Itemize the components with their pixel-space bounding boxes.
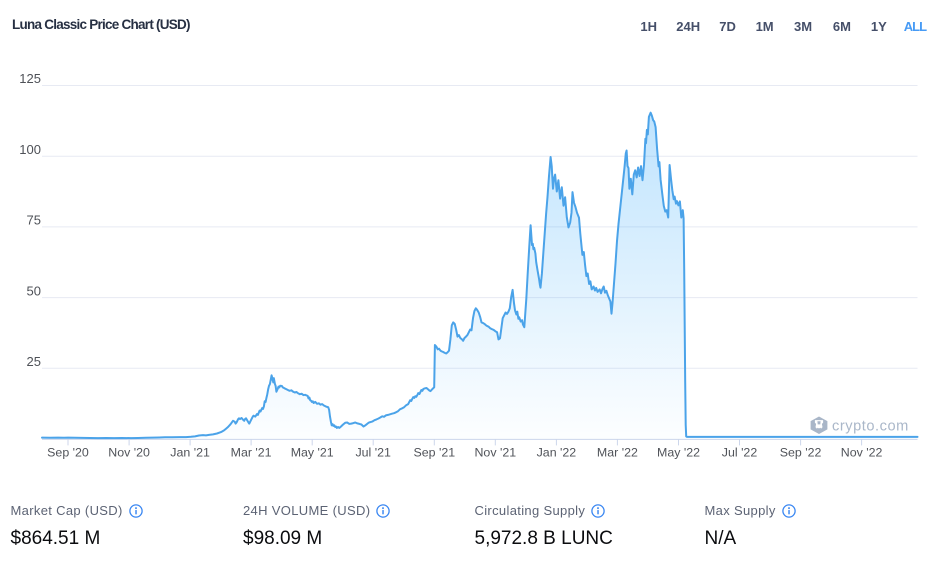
svg-text:Mar '21: Mar '21 [231,446,272,460]
svg-text:Nov '22: Nov '22 [841,446,883,460]
svg-text:May '22: May '22 [657,446,700,460]
svg-text:50: 50 [27,283,41,298]
svg-text:Jul '22: Jul '22 [722,446,758,460]
svg-text:25: 25 [27,354,41,369]
svg-text:Sep '20: Sep '20 [47,446,89,460]
svg-text:125: 125 [19,71,41,86]
svg-text:Nov '21: Nov '21 [474,446,516,460]
svg-text:100: 100 [19,142,41,157]
svg-text:Jul '21: Jul '21 [355,446,391,460]
svg-text:Sep '22: Sep '22 [780,446,822,460]
svg-text:crypto.com: crypto.com [832,419,909,435]
svg-text:Jan '22: Jan '22 [537,446,577,460]
svg-text:Nov '20: Nov '20 [108,446,150,460]
svg-text:Mar '22: Mar '22 [597,446,638,460]
svg-text:May '21: May '21 [291,446,334,460]
svg-text:Jan '21: Jan '21 [170,446,210,460]
svg-text:Sep '21: Sep '21 [413,446,455,460]
svg-text:75: 75 [27,213,41,228]
